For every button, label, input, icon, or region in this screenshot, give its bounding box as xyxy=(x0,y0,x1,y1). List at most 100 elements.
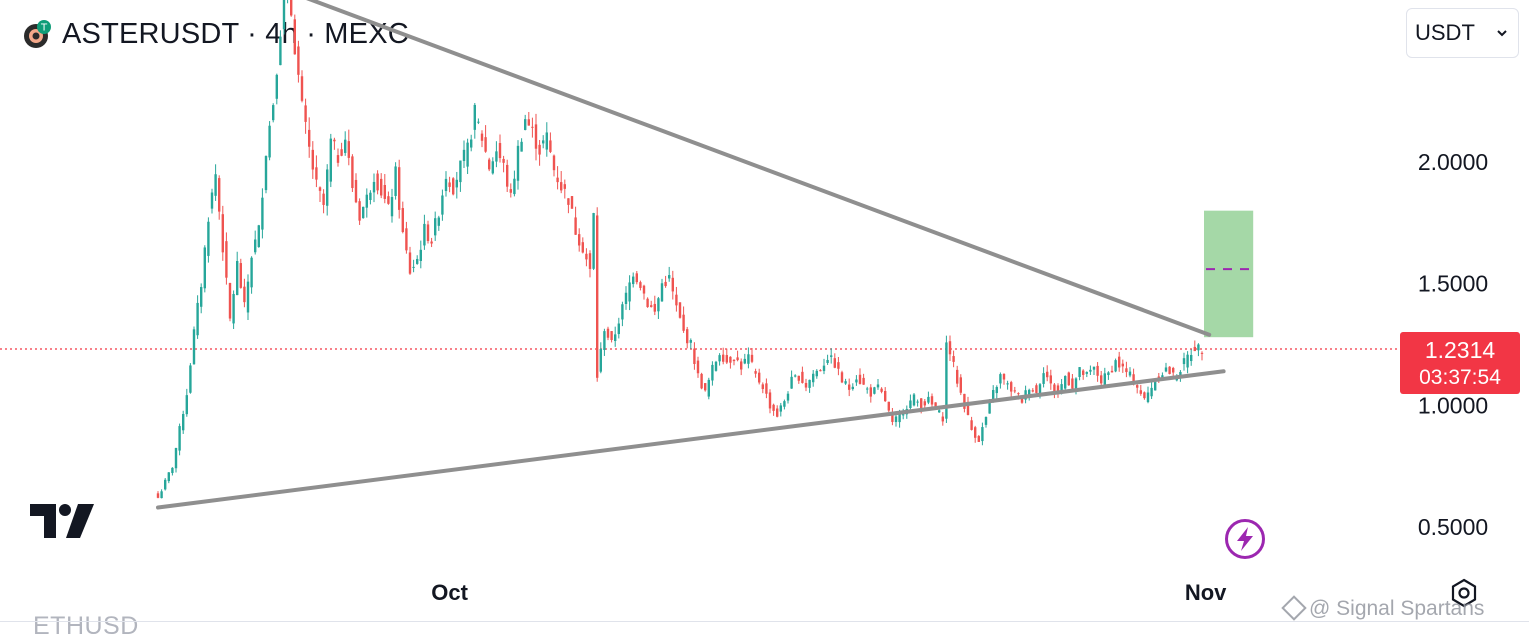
candle-body xyxy=(1035,385,1038,393)
candle-body xyxy=(1190,354,1193,362)
candle-body xyxy=(297,46,300,75)
time-tick-label: Nov xyxy=(1185,580,1227,605)
last-price-value: 1.2314 xyxy=(1424,337,1496,363)
candle-body xyxy=(293,19,296,55)
candle-body xyxy=(941,416,944,422)
candle-body xyxy=(390,197,394,217)
candle-body xyxy=(192,329,196,365)
candle-body xyxy=(689,340,692,343)
candle-body xyxy=(506,164,509,187)
lightning-icon[interactable] xyxy=(1224,518,1266,560)
upper-trendline[interactable] xyxy=(237,0,1212,337)
chevron-down-icon xyxy=(1497,30,1507,37)
candle-body xyxy=(952,356,955,362)
candle-body xyxy=(966,401,970,415)
candle-body xyxy=(1078,367,1081,378)
candle-body xyxy=(653,303,656,312)
candle-body xyxy=(722,354,725,362)
candle-body xyxy=(412,266,415,268)
candle-body xyxy=(484,137,487,152)
candle-body xyxy=(243,286,246,303)
candle-body xyxy=(664,281,667,287)
candle-body xyxy=(470,139,473,148)
candle-body xyxy=(768,392,772,409)
candle-body xyxy=(866,388,869,390)
candle-body xyxy=(430,241,433,244)
candle-body xyxy=(988,401,991,414)
candle-body xyxy=(531,126,534,128)
candle-body xyxy=(358,201,361,221)
candle-body xyxy=(585,253,588,260)
candle-body xyxy=(326,169,329,206)
watermark-text: @ Signal Spartans xyxy=(1309,597,1485,620)
candle-body xyxy=(419,249,422,261)
lower-trendline[interactable] xyxy=(156,369,1226,510)
candle-body xyxy=(279,36,282,66)
candle-body xyxy=(405,228,408,251)
candle-body xyxy=(1031,390,1034,392)
candle-body xyxy=(171,467,174,474)
candle-body xyxy=(333,139,336,142)
candle-body xyxy=(200,287,203,307)
candle-body xyxy=(855,379,858,383)
candle-body xyxy=(1002,373,1006,380)
candle-body xyxy=(1143,392,1146,399)
candle-body xyxy=(808,379,811,388)
candle-body xyxy=(614,334,617,342)
candle-body xyxy=(1139,390,1142,394)
chart-header: T ASTERUSDT · 4h · MEXC xyxy=(22,14,409,54)
watermark: @ Signal Spartans xyxy=(1281,595,1485,621)
candle-body xyxy=(876,384,880,388)
candle-body xyxy=(480,133,484,141)
candle-body xyxy=(264,156,268,191)
candle-body xyxy=(1128,371,1132,376)
candle-body xyxy=(963,393,966,409)
candle-body xyxy=(959,377,962,393)
candle-body xyxy=(1038,384,1042,397)
candle-body xyxy=(1064,376,1067,389)
candle-body xyxy=(844,381,847,384)
candle-body xyxy=(794,375,797,377)
candle-body xyxy=(837,362,840,369)
candle-body xyxy=(578,234,581,246)
candle-body xyxy=(185,395,188,415)
candle-body xyxy=(574,217,577,235)
candle-body xyxy=(196,302,199,336)
candle-body xyxy=(711,364,714,381)
trendlines[interactable] xyxy=(156,0,1226,510)
candle-body xyxy=(164,479,167,490)
candle-body xyxy=(675,294,678,306)
candle-body xyxy=(894,416,898,423)
candle-body xyxy=(599,348,602,372)
candle-body xyxy=(372,181,376,193)
candle-body xyxy=(1132,374,1135,385)
candle-body xyxy=(462,149,466,161)
candle-body xyxy=(560,182,563,191)
candle-body xyxy=(898,412,901,423)
candle-body xyxy=(527,119,530,126)
candle-body xyxy=(621,304,624,320)
candle-body xyxy=(1085,372,1088,374)
candle-body xyxy=(920,398,923,410)
price-tick-label: 2.0000 xyxy=(1418,149,1488,175)
candle-body xyxy=(646,298,649,308)
gear-icon[interactable] xyxy=(1449,578,1479,608)
candle-body xyxy=(732,359,736,362)
watermark-logo-icon xyxy=(1281,595,1307,621)
candle-body xyxy=(520,141,523,152)
candle-body xyxy=(369,192,372,200)
candle-body xyxy=(916,401,919,403)
currency-select[interactable]: USDT xyxy=(1406,8,1519,58)
candle-body xyxy=(624,292,628,305)
candle-body xyxy=(801,371,804,383)
candle-body xyxy=(909,400,912,408)
candle-body xyxy=(354,179,358,203)
candle-body xyxy=(434,218,437,236)
candle-body xyxy=(383,185,386,199)
candle-body xyxy=(635,273,638,283)
candle-body xyxy=(786,393,790,401)
candle-body xyxy=(736,357,739,361)
candle-body xyxy=(398,167,401,210)
candle-body xyxy=(930,396,934,405)
